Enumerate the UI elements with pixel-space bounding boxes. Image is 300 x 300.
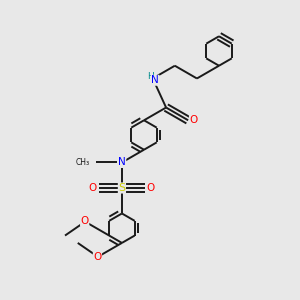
Text: O: O: [93, 253, 102, 262]
Text: N: N: [151, 75, 159, 85]
Text: H: H: [147, 72, 154, 81]
Text: O: O: [89, 183, 97, 193]
Text: CH₃: CH₃: [76, 158, 90, 167]
Text: S: S: [118, 183, 125, 193]
Text: O: O: [189, 115, 198, 125]
Text: O: O: [81, 216, 89, 226]
Text: O: O: [147, 183, 155, 193]
Text: N: N: [118, 158, 126, 167]
